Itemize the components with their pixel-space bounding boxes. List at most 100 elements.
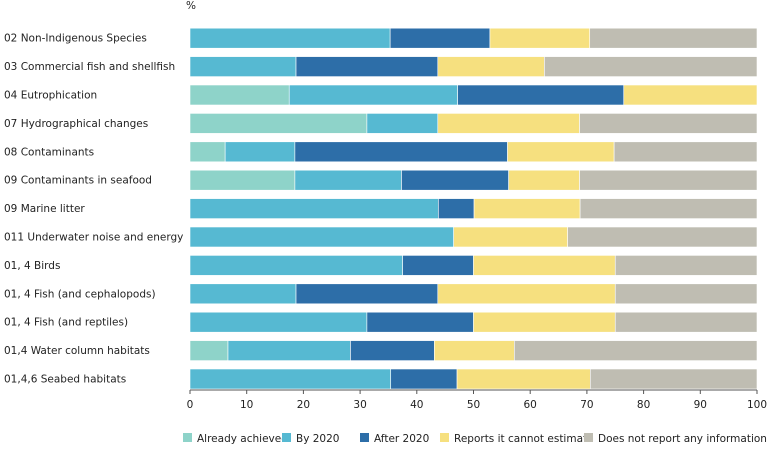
bar-segment-does-not-report-any-information: [567, 226, 758, 248]
bar-segment-after-2020: [457, 84, 625, 106]
bar-segment-does-not-report-any-information: [589, 27, 758, 49]
bar-segment-reports-it-cannot-estimate: [473, 311, 616, 333]
legend-item-by-2020: By 2020: [282, 433, 339, 445]
category-label: 09 Marine litter: [4, 203, 85, 215]
bar-segment-after-2020: [390, 368, 458, 390]
legend-label: Already achieved: [197, 433, 288, 445]
x-axis-unit-label: %: [186, 0, 196, 12]
bar-segment-reports-it-cannot-estimate: [623, 84, 758, 106]
x-axis-tick-label: 100: [747, 399, 767, 411]
bar-segment-does-not-report-any-information: [544, 56, 758, 77]
category-labels: 02 Non-Indigenous Species 03 Commercial f…: [4, 33, 183, 386]
legend-label: Does not report any information: [598, 433, 767, 445]
bar-segment-by-2020: [189, 368, 392, 390]
bar-segment-does-not-report-any-information: [614, 311, 758, 333]
bar-segment-does-not-report-any-information: [579, 169, 758, 191]
bar-segment-by-2020: [189, 255, 403, 276]
bar-segment-by-2020: [189, 56, 297, 77]
bar-segment-after-2020: [295, 56, 439, 77]
bar-segment-already-achieved: [189, 141, 226, 163]
bar-segment-reports-it-cannot-estimate: [508, 169, 580, 191]
category-label: 01,4,6 Seabed habitats: [4, 374, 126, 386]
category-label: 02 Non-Indigenous Species: [4, 33, 147, 45]
bar-segment-reports-it-cannot-estimate: [453, 226, 568, 248]
bar-segment-does-not-report-any-information: [613, 141, 758, 163]
bar-segment-after-2020: [294, 141, 508, 163]
bar-segment-after-2020: [402, 255, 474, 276]
category-label: 01,4 Water column habitats: [4, 345, 150, 357]
x-axis-tick-label: 70: [580, 399, 593, 411]
bar-segment-does-not-report-any-information: [579, 113, 758, 134]
category-label: 01, 4 Fish (and reptiles): [4, 317, 128, 329]
legend-label: After 2020: [374, 433, 429, 445]
bar-segment-by-2020: [189, 27, 391, 49]
bar-segment-by-2020: [227, 340, 351, 361]
legend-item-reports-it-cannot-estimate: Reports it cannot estimate: [440, 433, 594, 445]
category-label: 09 Contaminants in seafood: [4, 175, 152, 187]
bar-segment-does-not-report-any-information: [589, 368, 758, 390]
category-label: 07 Hydrographical changes: [4, 118, 148, 130]
legend: Already achieved By 2020 After 2020 Reports…: [183, 433, 767, 445]
bar-segment-already-achieved: [189, 84, 290, 106]
legend-item-after-2020: After 2020: [360, 433, 429, 445]
bar-segment-reports-it-cannot-estimate: [473, 198, 581, 219]
legend-swatch: [360, 433, 369, 442]
bar-segment-by-2020: [189, 283, 297, 305]
x-axis-tick-label: 80: [637, 399, 650, 411]
bar-segment-reports-it-cannot-estimate: [507, 141, 615, 163]
x-axis-tick-label: 0: [187, 399, 194, 411]
bar-segment-after-2020: [438, 198, 475, 219]
legend-swatch: [584, 433, 593, 442]
bar-segment-reports-it-cannot-estimate: [437, 113, 580, 134]
x-axis-tick-label: 30: [353, 399, 366, 411]
bar-segment-by-2020: [189, 311, 368, 333]
x-axis-tick-label: 10: [240, 399, 253, 411]
category-label: 03 Commercial fish and shellfish: [4, 61, 175, 73]
bar-segment-does-not-report-any-information: [614, 255, 758, 276]
bar-segment-by-2020: [294, 169, 402, 191]
x-axis-tick-label: 60: [524, 399, 537, 411]
legend-swatch: [440, 433, 449, 442]
bar-segment-by-2020: [189, 226, 454, 248]
bar-segment-reports-it-cannot-estimate: [473, 255, 616, 276]
legend-swatch: [282, 433, 291, 442]
legend-label: Reports it cannot estimate: [454, 433, 594, 445]
bar-segment-does-not-report-any-information: [579, 198, 758, 219]
bar-segment-after-2020: [389, 27, 491, 49]
bar-segment-already-achieved: [189, 169, 296, 191]
legend-swatch: [183, 433, 192, 442]
bar-segment-after-2020: [366, 311, 474, 333]
bar-segment-by-2020: [224, 141, 296, 163]
category-label: 01, 4 Fish (and cephalopods): [4, 288, 156, 300]
legend-label: By 2020: [296, 433, 339, 445]
bars-layer: [189, 27, 758, 390]
category-label: 08 Contaminants: [4, 146, 94, 158]
legend-item-does-not-report-any-information: Does not report any information: [584, 433, 767, 445]
category-label: 04 Eutrophication: [4, 90, 97, 102]
bar-segment-reports-it-cannot-estimate: [456, 368, 591, 390]
x-axis-tick-label: 40: [410, 399, 423, 411]
bar-segment-by-2020: [189, 198, 439, 219]
bar-segment-does-not-report-any-information: [614, 283, 758, 305]
x-axis-tick-label: 90: [694, 399, 707, 411]
bar-segment-already-achieved: [189, 113, 368, 134]
x-axis: 0 10 20 30 40 50 60 70 80 90 100: [187, 389, 767, 411]
x-axis-tick-label: 20: [297, 399, 310, 411]
legend-item-already-achieved: Already achieved: [183, 433, 288, 445]
bar-segment-reports-it-cannot-estimate: [434, 340, 515, 361]
bar-segment-after-2020: [401, 169, 509, 191]
bar-segment-already-achieved: [189, 340, 229, 361]
bar-segment-reports-it-cannot-estimate: [437, 56, 545, 77]
bar-segment-does-not-report-any-information: [514, 340, 758, 361]
bar-segment-by-2020: [288, 84, 458, 106]
bar-segment-after-2020: [295, 283, 439, 305]
bar-segment-reports-it-cannot-estimate: [437, 283, 616, 305]
bar-segment-reports-it-cannot-estimate: [489, 27, 591, 49]
bar-segment-after-2020: [350, 340, 435, 361]
x-axis-tick-label: 50: [467, 399, 480, 411]
category-label: 01, 4 Birds: [4, 260, 60, 272]
category-label: 011 Underwater noise and energy: [4, 232, 183, 244]
bar-segment-by-2020: [366, 113, 439, 134]
